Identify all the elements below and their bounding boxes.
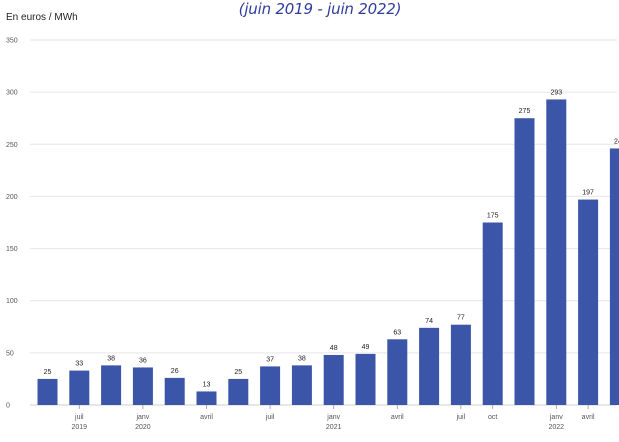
x-tick-label: oct	[488, 414, 497, 421]
bar	[419, 327, 440, 405]
x-tick-label: janv	[135, 414, 149, 421]
chart-subtitle: (juin 2019 - juin 2022)	[238, 0, 402, 18]
bar	[387, 339, 408, 405]
y-tick-label: 350	[6, 38, 18, 45]
x-tick-year-label: 2020	[135, 424, 151, 431]
data-label: 197	[582, 190, 594, 197]
data-label: 275	[519, 108, 531, 115]
data-label: 13	[203, 381, 211, 388]
data-label: 33	[75, 361, 83, 368]
bar	[228, 378, 249, 405]
bar	[196, 391, 217, 405]
bar	[132, 367, 153, 405]
bar	[546, 99, 567, 405]
data-label: 293	[550, 89, 562, 96]
y-tick-label: 50	[6, 350, 14, 357]
y-axis-unit-label: En euros / MWh	[6, 12, 78, 23]
bar	[609, 148, 619, 405]
y-tick-label: 200	[6, 194, 18, 201]
bar	[260, 366, 281, 405]
grid-lines	[30, 39, 617, 406]
data-label: 37	[266, 356, 274, 363]
data-label: 25	[234, 369, 242, 376]
data-label: 49	[362, 344, 370, 351]
x-tick-label: avril	[200, 414, 213, 421]
x-tick-label: avril	[391, 414, 404, 421]
bar	[323, 354, 344, 405]
y-tick-label: 0	[6, 403, 10, 410]
x-tick-label: juil	[265, 414, 275, 421]
bar	[482, 222, 503, 405]
bar	[101, 365, 122, 405]
bar	[450, 324, 471, 405]
x-tick-year-label: 2019	[72, 424, 88, 431]
y-axis-ticks: 0 50 100 150 200 250 300 350	[6, 38, 18, 410]
x-tick-year-label: 2022	[549, 424, 565, 431]
data-labels: 25 33 38 36 26 13 25 37 38 48 49 63 74 77 175 275 293 197…	[44, 89, 619, 388]
x-axis-ticks: juil 2019 janv 2020 avril juil janv 2021 avril ju…	[72, 405, 595, 431]
y-tick-label: 250	[6, 142, 18, 149]
x-tick-label: juil	[74, 414, 84, 421]
x-tick-label: janv	[326, 414, 340, 421]
data-label: 38	[107, 355, 115, 362]
x-tick-year-label: 2021	[326, 424, 342, 431]
x-tick-label: juil	[456, 414, 466, 421]
data-label: 175	[487, 213, 499, 220]
bar	[37, 378, 58, 405]
y-tick-label: 100	[6, 298, 18, 305]
bar	[291, 365, 312, 405]
bar	[514, 118, 535, 405]
bars	[37, 99, 619, 405]
data-label: 77	[457, 315, 465, 322]
bar	[355, 353, 376, 405]
data-label: 246	[614, 138, 619, 145]
bar	[69, 370, 90, 405]
bar	[578, 199, 599, 405]
data-label: 36	[139, 357, 147, 364]
y-tick-label: 150	[6, 246, 18, 253]
x-tick-label: avril	[582, 414, 595, 421]
data-label: 25	[44, 369, 52, 376]
data-label: 26	[171, 368, 179, 375]
bar	[164, 377, 185, 405]
data-label: 74	[425, 318, 433, 325]
data-label: 63	[393, 329, 401, 336]
x-tick-label: janv	[549, 414, 563, 421]
data-label: 38	[298, 355, 306, 362]
y-tick-label: 300	[6, 90, 18, 97]
data-label: 48	[330, 345, 338, 352]
